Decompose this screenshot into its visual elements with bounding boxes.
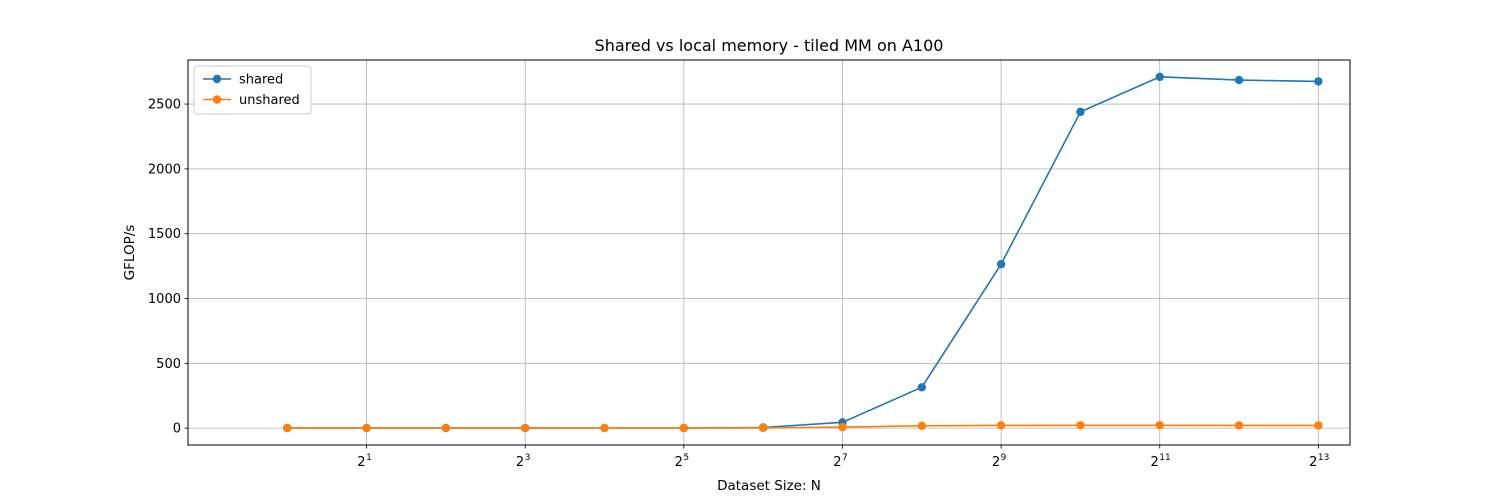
data-point-shared — [1076, 107, 1085, 117]
data-point-unshared — [362, 423, 371, 433]
x-tick-label: 2 11 — [1150, 453, 1170, 470]
legend-label: unshared — [239, 93, 300, 108]
legend-marker — [212, 74, 222, 84]
data-point-unshared — [1234, 421, 1244, 430]
x-tick-exponent: 9 — [1001, 453, 1007, 463]
data-point-unshared — [1314, 421, 1323, 430]
data-point-unshared — [1155, 421, 1164, 430]
grid — [188, 60, 1350, 445]
x-axis-label: Dataset Size: N — [717, 478, 821, 494]
data-point-unshared — [679, 423, 689, 433]
data-point-unshared — [1076, 421, 1085, 430]
x-tick-base: 2 — [992, 455, 1000, 470]
data-point-unshared — [521, 423, 530, 433]
legend-item-shared: shared — [203, 73, 283, 88]
y-axis-label: GFLOP/s — [122, 225, 138, 281]
y-tick-label: 1000 — [148, 292, 181, 307]
data-point-unshared — [917, 421, 926, 431]
data-point-unshared — [600, 423, 609, 433]
data-point-shared — [917, 383, 926, 392]
legend-item-unshared: unshared — [203, 93, 300, 108]
series-line-unshared — [287, 424, 1319, 429]
legend: shared unshared — [193, 65, 312, 115]
series-unshared — [283, 421, 1323, 433]
data-point-unshared — [283, 423, 292, 433]
data-point-unshared — [758, 423, 768, 433]
x-tick-exponent: 13 — [1318, 453, 1329, 463]
chart-title: Shared vs local memory - tiled MM on A10… — [595, 36, 944, 55]
y-tick-label: 0 — [173, 422, 181, 437]
x-tick-base: 2 — [833, 455, 841, 470]
y-tick-label: 1500 — [148, 227, 181, 242]
x-tick-base: 2 — [675, 455, 683, 470]
data-point-unshared — [838, 422, 847, 432]
data-point-unshared — [441, 423, 451, 433]
data-point-shared — [1234, 75, 1244, 85]
x-tick-exponent: 11 — [1159, 453, 1170, 463]
series-layer — [283, 72, 1323, 433]
data-point-shared — [1155, 72, 1164, 82]
y-tick-label: 2500 — [148, 98, 181, 113]
legend-marker — [212, 95, 222, 104]
x-tick-base: 2 — [1150, 455, 1158, 470]
data-point-shared — [996, 259, 1006, 269]
x-tick-base: 2 — [1309, 455, 1317, 470]
x-tick-exponent: 5 — [683, 453, 689, 463]
x-tick-label: 2 13 — [1309, 453, 1329, 470]
x-tick-base: 2 — [357, 455, 365, 470]
plot-frame — [187, 59, 1351, 446]
data-point-unshared — [996, 421, 1006, 430]
data-point-shared — [1314, 77, 1323, 86]
y-tick-label: 500 — [156, 357, 181, 372]
x-tick-exponent: 1 — [366, 453, 372, 463]
legend-label: shared — [239, 73, 283, 88]
x-tick-base: 2 — [516, 455, 524, 470]
x-tick-exponent: 7 — [842, 453, 848, 463]
legend-box — [193, 65, 312, 115]
y-tick-label: 2000 — [148, 162, 181, 177]
x-tick-exponent: 3 — [525, 453, 531, 463]
